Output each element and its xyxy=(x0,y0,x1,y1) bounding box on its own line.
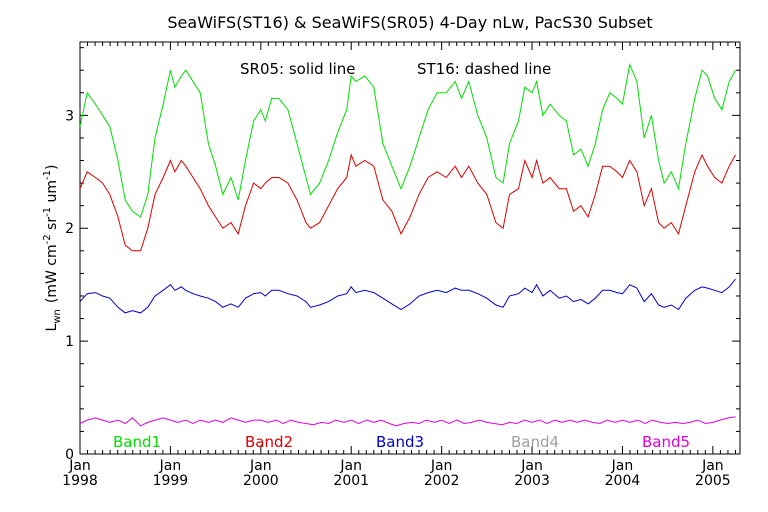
series-line-band5 xyxy=(79,416,736,427)
y-tick-label: 2 xyxy=(65,221,74,237)
y-axis-units-sr: sr xyxy=(44,217,60,235)
y-axis-exp-cm: -2 xyxy=(42,234,53,244)
y-tick-label: 3 xyxy=(65,108,74,124)
x-tick-year: 2002 xyxy=(424,473,460,489)
x-tick-month: Jan xyxy=(520,458,543,474)
x-tick-month: Jan xyxy=(68,458,91,474)
y-axis: 0 1 2 3 xyxy=(65,47,740,463)
x-tick-year: 1999 xyxy=(153,473,189,489)
legend-band1: Band1 xyxy=(113,433,161,451)
y-axis-units-close: ) xyxy=(44,165,60,170)
y-axis-title: Lwn(mW cm-2 sr-1 um-1) xyxy=(42,165,63,332)
y-axis-subscript: wn xyxy=(52,309,63,324)
series-group xyxy=(79,62,736,427)
x-tick-year: 1998 xyxy=(62,473,98,489)
annotation-solid-line: SR05: solid line xyxy=(240,60,356,78)
x-tick-year: 2003 xyxy=(514,473,550,489)
x-tick-month: Jan xyxy=(339,458,362,474)
x-axis: Jan1998Jan1999Jan2000Jan2001Jan2002Jan20… xyxy=(62,42,736,489)
chart-title: SeaWiFS(ST16) & SeaWiFS(SR05) 4-Day nLw,… xyxy=(167,13,652,32)
y-tick-label: 1 xyxy=(65,334,74,350)
y-axis-units-open: (mW cm xyxy=(44,244,60,303)
legend-band2: Band2 xyxy=(245,433,293,451)
series-line-band2 xyxy=(79,153,736,252)
plot-frame xyxy=(79,41,741,455)
x-tick-month: Jan xyxy=(611,458,634,474)
y-axis-exp-sr: -1 xyxy=(42,207,53,217)
x-tick-year: 2005 xyxy=(695,473,731,489)
y-axis-units-um: um xyxy=(44,180,60,207)
x-tick-year: 2000 xyxy=(243,473,279,489)
legend-band3: Band3 xyxy=(376,433,424,451)
legend-band5: Band5 xyxy=(642,433,690,451)
x-tick-month: Jan xyxy=(159,458,182,474)
x-tick-month: Jan xyxy=(249,458,272,474)
y-axis-exp-um: -1 xyxy=(42,170,53,180)
y-tick-label: 0 xyxy=(65,447,74,463)
annotation-dashed-line: ST16: dashed line xyxy=(417,60,551,78)
svg-text:Lwn(mW cm-2 sr-1 um-1): Lwn(mW cm-2 sr-1 um-1) xyxy=(42,165,63,332)
series-line-band1 xyxy=(79,62,736,218)
series-line-band3 xyxy=(79,278,736,314)
x-tick-month: Jan xyxy=(430,458,453,474)
legend-band4: Band4 xyxy=(511,433,559,451)
legend: Band1 Band2 Band3 Band4 Band5 xyxy=(113,433,690,451)
x-tick-year: 2001 xyxy=(333,473,369,489)
x-tick-month: Jan xyxy=(701,458,724,474)
y-axis-symbol: L xyxy=(44,323,60,331)
x-tick-year: 2004 xyxy=(605,473,641,489)
